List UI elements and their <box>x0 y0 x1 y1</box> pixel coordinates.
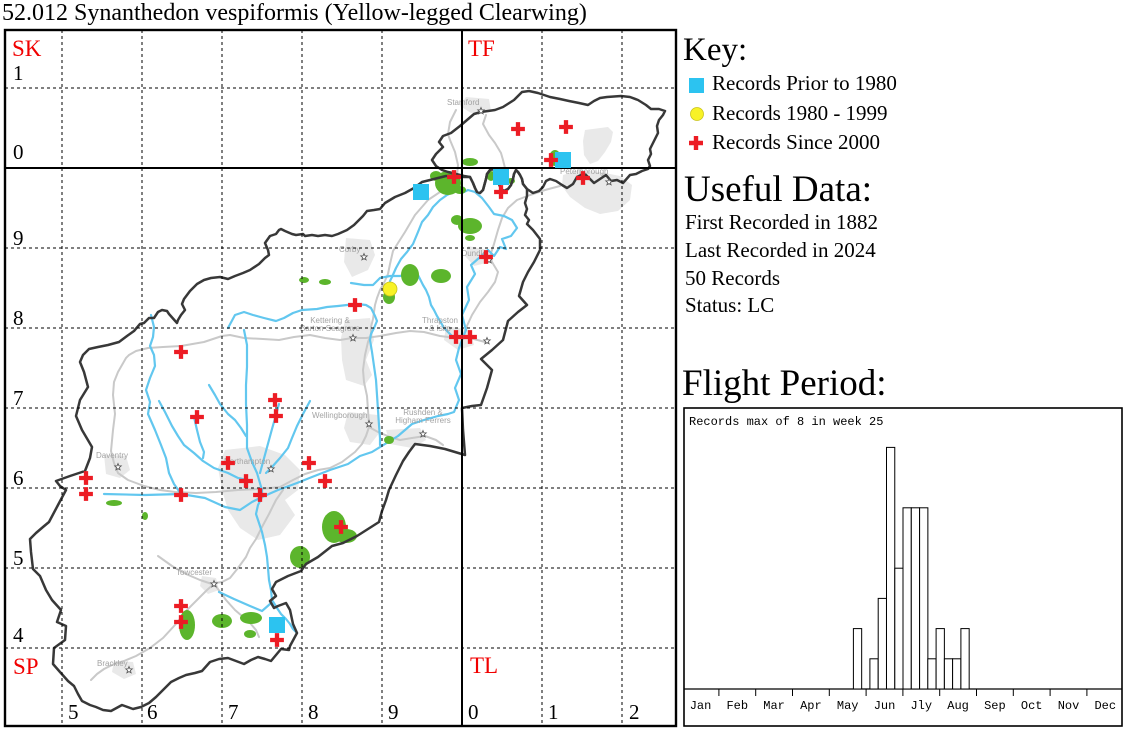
svg-text:Feb: Feb <box>726 699 748 713</box>
svg-text:Oundle: Oundle <box>461 249 487 258</box>
svg-text:6: 6 <box>147 700 158 724</box>
svg-text:Towcester: Towcester <box>176 568 212 577</box>
svg-text:TF: TF <box>468 36 495 61</box>
svg-text:Brackley: Brackley <box>97 659 128 668</box>
svg-text:Jly: Jly <box>910 699 932 713</box>
svg-text:TL: TL <box>470 653 498 678</box>
svg-text:Sep: Sep <box>984 699 1006 713</box>
svg-text:Thrapston: Thrapston <box>422 316 458 325</box>
svg-text:Jun: Jun <box>874 699 896 713</box>
svg-text:Oct: Oct <box>1021 699 1043 713</box>
svg-text:5: 5 <box>68 700 79 724</box>
svg-text:Stamford: Stamford <box>447 98 479 107</box>
svg-text:0: 0 <box>13 140 24 164</box>
svg-text:Records max of 8 in week 25: Records max of 8 in week 25 <box>689 415 883 429</box>
svg-text:0: 0 <box>468 700 479 724</box>
svg-text:Apr: Apr <box>800 699 822 713</box>
svg-text:Northampton: Northampton <box>224 457 270 466</box>
svg-text:Mar: Mar <box>763 699 785 713</box>
svg-text:May: May <box>837 699 859 713</box>
svg-text:Jan: Jan <box>690 699 712 713</box>
svg-text:Higham Ferrers: Higham Ferrers <box>395 416 451 425</box>
svg-text:5: 5 <box>13 546 24 570</box>
svg-text:7: 7 <box>228 700 239 724</box>
svg-text:Kettering &: Kettering & <box>310 316 350 325</box>
svg-text:SK: SK <box>12 36 42 61</box>
svg-text:6: 6 <box>13 466 24 490</box>
svg-text:Rushden &: Rushden & <box>403 408 443 417</box>
svg-text:& Islip: & Islip <box>429 324 451 333</box>
svg-text:8: 8 <box>308 700 319 724</box>
svg-text:SP: SP <box>13 654 39 679</box>
svg-text:7: 7 <box>13 386 24 410</box>
svg-text:9: 9 <box>13 226 24 250</box>
svg-text:Nov: Nov <box>1058 699 1080 713</box>
svg-text:Dec: Dec <box>1094 699 1116 713</box>
svg-text:Aug: Aug <box>947 699 969 713</box>
svg-text:Corby: Corby <box>339 245 360 254</box>
svg-text:9: 9 <box>388 700 399 724</box>
svg-text:4: 4 <box>13 623 24 647</box>
svg-text:1: 1 <box>548 700 559 724</box>
svg-text:Daventry: Daventry <box>96 451 128 460</box>
svg-text:8: 8 <box>13 306 24 330</box>
svg-text:2: 2 <box>629 700 640 724</box>
svg-text:Wellingborough: Wellingborough <box>312 411 367 420</box>
svg-text:1: 1 <box>13 61 24 85</box>
